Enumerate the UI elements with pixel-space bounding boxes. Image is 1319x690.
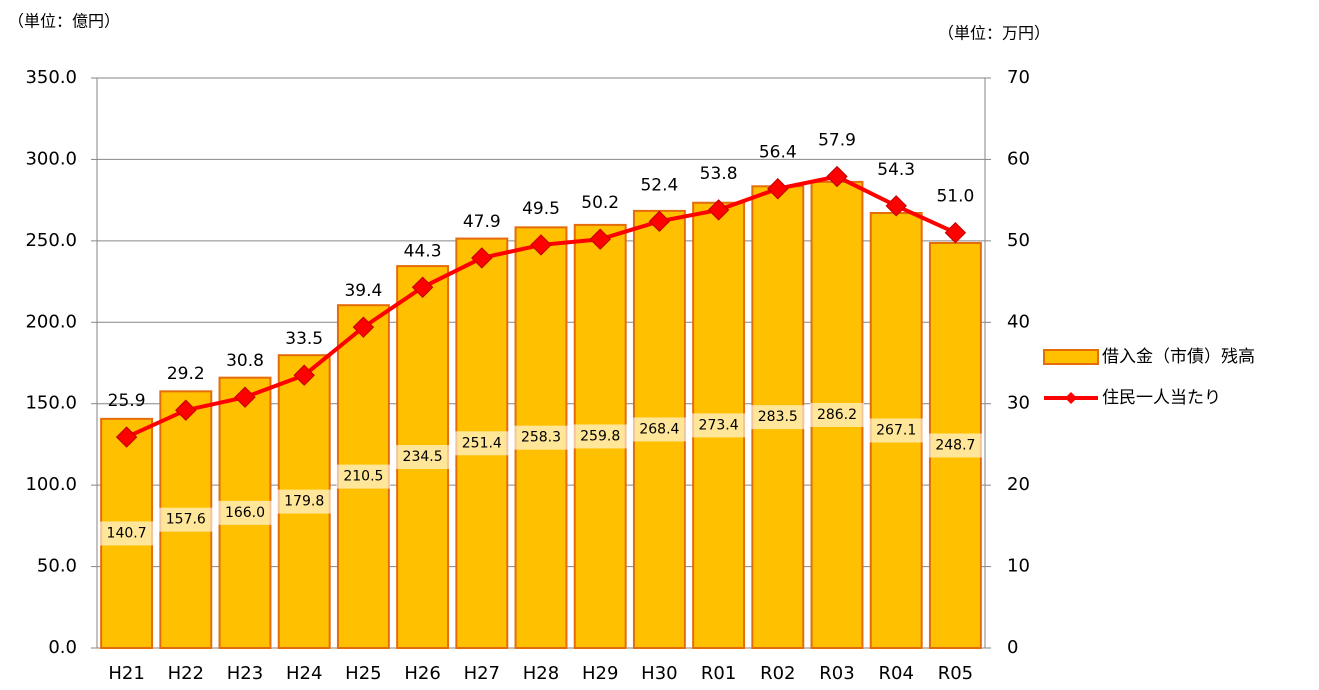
line-value-label: 44.3 <box>404 241 442 261</box>
legend-marker <box>1065 392 1077 404</box>
y-tick-label: 100.0 <box>25 474 77 495</box>
marker <box>648 210 671 233</box>
bar-value-label: 251.4 <box>462 435 502 451</box>
bar-value-label: 283.5 <box>758 409 798 425</box>
line-value-label: 30.8 <box>226 351 264 371</box>
y-tick-label: 150.0 <box>25 393 77 414</box>
marker <box>115 426 138 448</box>
x-tick-label: H22 <box>168 663 204 684</box>
line-value-label: 39.4 <box>344 281 382 301</box>
legend-label: 借入金（市債）残高 <box>1102 347 1255 367</box>
marker <box>352 316 375 338</box>
line-value-label: 29.2 <box>167 364 205 384</box>
marker <box>530 234 552 256</box>
label-box <box>869 418 924 443</box>
label-box <box>632 417 687 442</box>
x-tick-label: R03 <box>819 663 854 684</box>
y-tick-label: 0.0 <box>48 637 77 658</box>
marker <box>944 222 967 244</box>
bar-value-label: 210.5 <box>343 469 383 485</box>
y2-tick-label: 70 <box>1007 67 1030 88</box>
y-tick-label: 300.0 <box>25 148 77 169</box>
label-box <box>218 500 272 525</box>
bar-value-label: 179.8 <box>284 494 324 510</box>
label-box <box>336 464 391 489</box>
bar-value-label: 234.5 <box>403 449 443 465</box>
marker <box>175 399 197 421</box>
x-tick-label: H24 <box>286 663 322 684</box>
marker <box>589 228 611 250</box>
line-value-label: 57.9 <box>818 131 856 151</box>
marker <box>826 165 848 188</box>
label-box <box>454 431 509 456</box>
label-box <box>277 489 332 514</box>
label-box <box>750 405 805 430</box>
bar-value-label: 259.8 <box>580 428 620 444</box>
x-tick-label: H30 <box>641 663 677 684</box>
line-value-label: 53.8 <box>700 164 738 184</box>
marker <box>293 364 315 386</box>
x-tick-label: H21 <box>108 663 144 684</box>
y2-tick-label: 50 <box>1007 230 1030 251</box>
bar-value-label: 273.4 <box>699 417 739 433</box>
marker <box>234 386 256 408</box>
x-tick-label: H23 <box>227 663 263 684</box>
x-tick-label: R02 <box>760 663 795 684</box>
marker <box>707 199 730 221</box>
x-tick-label: H26 <box>404 663 440 684</box>
line-value-label: 54.3 <box>877 160 915 180</box>
line-value-label: 47.9 <box>463 212 501 232</box>
label-box <box>573 424 628 449</box>
bar-value-label: 286.2 <box>817 407 857 423</box>
y-tick-label: 350.0 <box>25 67 77 88</box>
line-value-label: 49.5 <box>522 199 560 219</box>
legend-label: 住民一人当たり <box>1102 388 1221 408</box>
y2-tick-label: 20 <box>1007 474 1030 495</box>
y2-tick-label: 60 <box>1007 148 1030 169</box>
label-box <box>514 425 568 450</box>
line-value-label: 33.5 <box>285 329 323 349</box>
x-tick-label: H29 <box>582 663 618 684</box>
bar-value-label: 248.7 <box>935 437 975 453</box>
bar-value-label: 267.1 <box>876 423 916 439</box>
label-box <box>691 413 746 438</box>
y-tick-label: 50.0 <box>37 556 77 577</box>
label-box <box>99 521 154 546</box>
label-box <box>158 507 213 532</box>
x-tick-label: R05 <box>938 663 973 684</box>
bar-value-label: 157.6 <box>166 512 206 528</box>
x-tick-label: R01 <box>701 663 736 684</box>
line-value-label: 25.9 <box>108 391 146 411</box>
line-value-label: 56.4 <box>759 143 797 163</box>
y2-tick-label: 0 <box>1007 637 1018 658</box>
marker <box>411 276 434 298</box>
y-unit: （単位：億円） <box>8 12 120 31</box>
x-tick-label: H28 <box>523 663 559 684</box>
x-tick-label: H27 <box>464 663 500 684</box>
label-box <box>928 433 983 458</box>
marker <box>885 195 907 217</box>
marker <box>471 247 493 269</box>
label-box <box>810 402 864 427</box>
y-tick-label: 200.0 <box>25 311 77 332</box>
bar-value-label: 268.4 <box>639 421 679 437</box>
line-value-label: 50.2 <box>581 193 619 213</box>
marker <box>767 178 789 200</box>
line-value-label: 52.4 <box>640 175 678 195</box>
label-box <box>395 445 450 470</box>
x-tick-label: R04 <box>878 663 913 684</box>
x-tick-label: H25 <box>345 663 381 684</box>
y2-tick-label: 30 <box>1007 393 1030 414</box>
y2-unit: （単位：万円） <box>938 24 1050 43</box>
legend-swatch <box>1043 349 1099 365</box>
bar-value-label: 166.0 <box>225 505 265 521</box>
y2-tick-label: 10 <box>1007 556 1030 577</box>
y-tick-label: 250.0 <box>25 230 77 251</box>
bar-value-label: 140.7 <box>107 525 147 541</box>
y2-tick-label: 40 <box>1007 311 1030 332</box>
line-value-label: 51.0 <box>936 187 974 207</box>
bar-value-label: 258.3 <box>521 430 561 446</box>
